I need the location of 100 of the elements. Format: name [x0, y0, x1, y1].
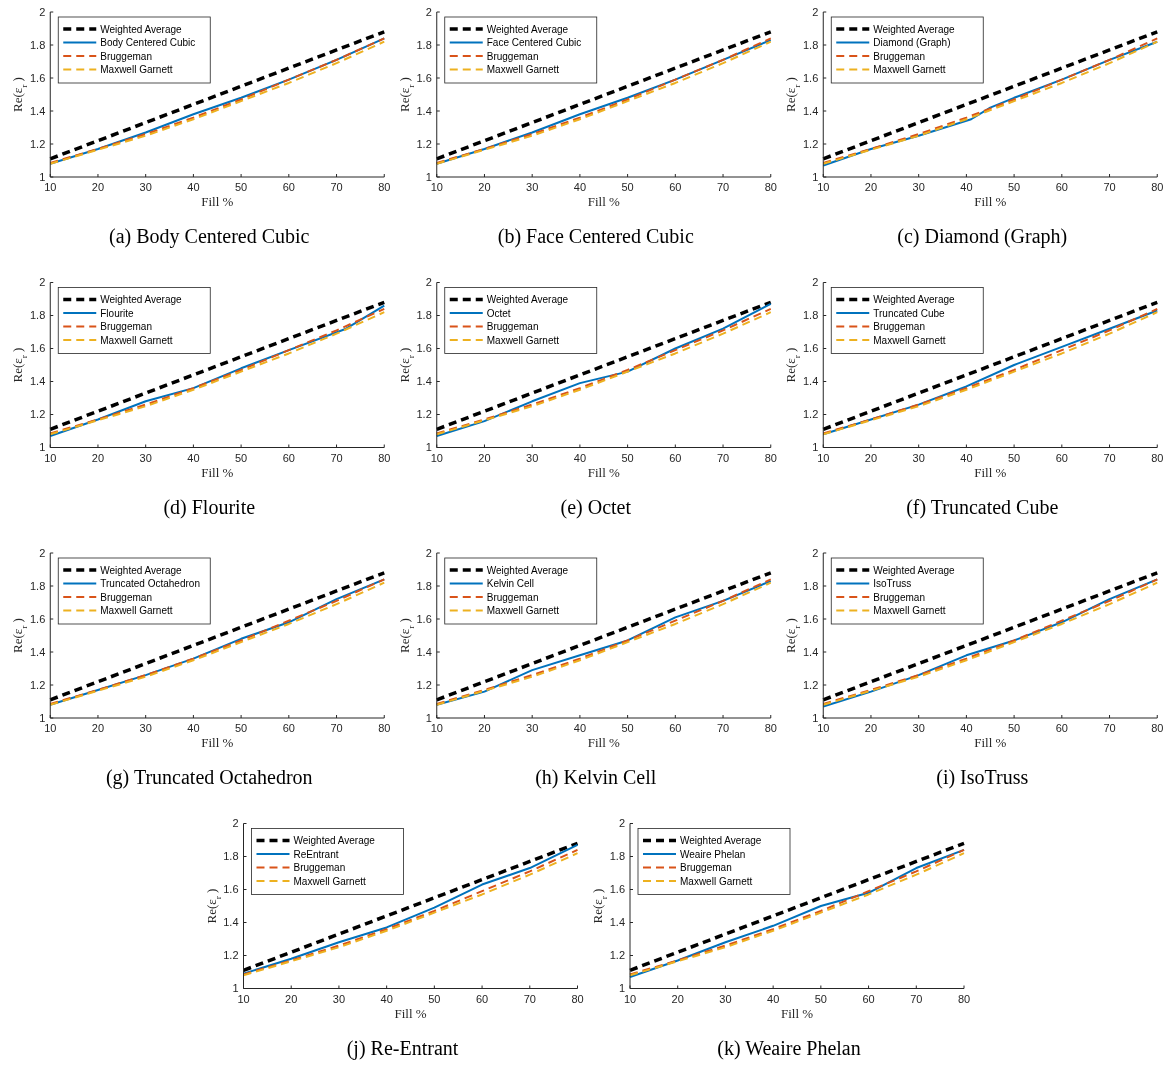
x-tick-label: 10	[430, 181, 443, 193]
legend-label: Bruggeman	[873, 50, 925, 62]
x-tick-label: 10	[430, 451, 443, 464]
text: (a) Body Centered Cubic	[109, 225, 310, 248]
x-tick-label: 80	[378, 722, 391, 734]
legend-label: Truncated Octahedron	[100, 578, 200, 589]
x-tick-label: 40	[573, 181, 587, 193]
y-tick-label: 1.6	[29, 612, 46, 625]
x-tick-label: 30	[139, 722, 152, 734]
legend-label: Kelvin Cell	[486, 578, 534, 589]
legend-label: Bruggeman	[486, 591, 539, 603]
legend-label: Octet	[486, 307, 511, 319]
legend-label: Weighted Average	[486, 294, 569, 305]
legend-label: Maxwell Garnett	[486, 64, 560, 75]
legend-label: Maxwell Garnett	[100, 605, 173, 616]
x-tick-label: 80	[764, 722, 777, 734]
legend-label: Body Centered Cubic	[100, 37, 196, 48]
y-tick-label: 1.2	[29, 408, 46, 421]
x-tick-label: 30	[526, 181, 539, 193]
legend-label: Bruggeman	[680, 862, 732, 873]
y-tick-label: 1.8	[416, 38, 432, 51]
x-axis-title: Fill %	[201, 194, 234, 209]
legend-label: Bruggeman	[293, 862, 346, 873]
x-axis-title: Fill %	[394, 1005, 427, 1021]
x-tick-label: 50	[428, 992, 441, 1005]
legend-label: Weighted Average	[486, 564, 569, 576]
legend-label: Bruggeman	[486, 321, 539, 332]
y-tick-label: 1.8	[609, 850, 625, 863]
legend-label: IsoTruss	[873, 578, 912, 589]
y-tick-label: 1.8	[223, 850, 239, 863]
y-tick-label: 2	[425, 5, 432, 18]
y-tick-label: 1.2	[802, 408, 819, 421]
y-tick-label: 1.6	[29, 71, 46, 84]
y-tick-label: 1	[39, 441, 46, 454]
y-tick-label: 1.8	[802, 309, 819, 322]
x-tick-label: 30	[526, 451, 539, 464]
x-axis-title: Fill %	[587, 464, 620, 480]
text: (k) Weaire Phelan	[717, 1036, 861, 1060]
y-tick-label: 1.4	[802, 375, 819, 388]
x-tick-label: 40	[573, 722, 587, 734]
x-tick-label: 80	[1151, 181, 1164, 193]
x-tick-label: 30	[912, 451, 925, 464]
x-tick-label: 50	[621, 722, 634, 734]
x-tick-label: 80	[1151, 722, 1164, 734]
y-tick-label: 1.2	[802, 678, 819, 691]
y-tick-label: 2	[39, 546, 46, 559]
x-tick-label: 80	[378, 181, 391, 193]
legend-label: Weighted Average	[873, 564, 956, 576]
y-tick-label: 1	[232, 982, 239, 995]
x-tick-label: 30	[139, 451, 152, 464]
y-tick-label: 1.2	[416, 678, 432, 691]
y-tick-label: 1.8	[416, 309, 432, 322]
y-tick-label: 1.8	[29, 579, 46, 592]
x-tick-label: 50	[234, 722, 248, 734]
y-tick-label: 1.6	[609, 883, 625, 896]
y-tick-label: 2	[39, 5, 46, 18]
legend-label: Bruggeman	[100, 591, 152, 603]
legend-label: Weighted Average	[293, 835, 376, 846]
y-tick-label: 1.8	[29, 309, 46, 322]
y-tick-label: 1	[812, 170, 819, 183]
y-tick-label: 2	[425, 276, 432, 289]
x-tick-label: 60	[282, 722, 295, 734]
y-tick-label: 1.2	[29, 137, 46, 150]
x-axis-title: Fill %	[201, 735, 234, 750]
legend-label: Maxwell Garnett	[873, 64, 946, 75]
x-tick-label: 20	[864, 181, 878, 193]
y-tick-label: 1	[39, 170, 46, 183]
y-tick-label: 1	[812, 711, 819, 724]
x-tick-label: 70	[1103, 722, 1116, 734]
legend-label: Maxwell Garnett	[873, 605, 946, 616]
x-tick-label: 20	[864, 451, 878, 464]
x-tick-label: 30	[719, 992, 732, 1005]
x-tick-label: 40	[380, 992, 393, 1005]
x-tick-label: 50	[1007, 181, 1021, 193]
x-tick-label: 20	[285, 992, 298, 1005]
x-tick-label: 70	[523, 992, 536, 1005]
legend-label: Bruggeman	[100, 321, 152, 332]
legend-label: Face Centered Cubic	[486, 37, 582, 48]
x-tick-label: 50	[621, 451, 634, 464]
text: (b) Face Centered Cubic	[497, 225, 694, 248]
x-tick-label: 70	[910, 992, 923, 1005]
x-tick-label: 40	[960, 451, 973, 464]
legend-label: Diamond (Graph)	[873, 37, 951, 48]
x-tick-label: 20	[91, 722, 105, 734]
x-tick-label: 80	[957, 992, 971, 1005]
text: (f) Truncated Cube	[906, 495, 1059, 519]
x-tick-label: 40	[573, 451, 587, 464]
x-tick-label: 80	[1151, 451, 1164, 464]
x-tick-label: 40	[960, 722, 973, 734]
legend-label: Weighted Average	[873, 294, 956, 305]
x-tick-label: 60	[669, 722, 682, 734]
legend-label: Weighted Average	[100, 294, 183, 305]
y-tick-label: 2	[812, 5, 819, 18]
legend-label: Weighted Average	[680, 835, 762, 846]
x-tick-label: 10	[623, 992, 637, 1005]
x-tick-label: 40	[187, 722, 200, 734]
y-tick-label: 1.4	[609, 916, 625, 929]
legend-label: Bruggeman	[873, 591, 925, 603]
legend-label: Maxwell Garnett	[486, 605, 560, 616]
y-tick-label: 1.2	[416, 408, 432, 421]
